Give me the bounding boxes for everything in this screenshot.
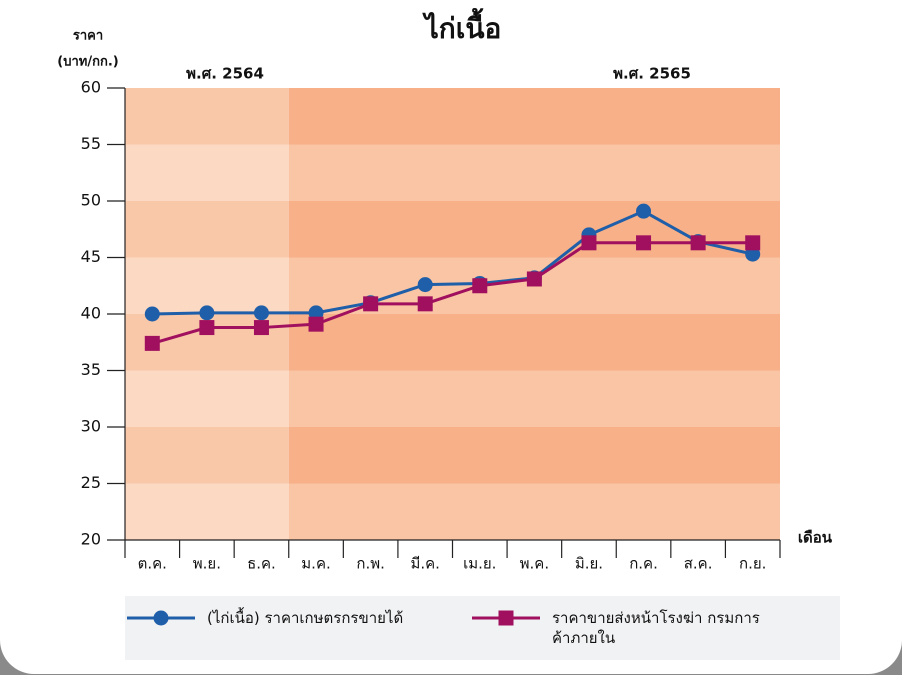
band-right xyxy=(288,427,780,484)
y-tick-label: 40 xyxy=(81,304,101,323)
point xyxy=(745,235,761,251)
x-tick-label: เม.ย. xyxy=(463,555,496,573)
point xyxy=(253,305,269,321)
y-tick-label: 50 xyxy=(81,191,101,210)
x-tick-label: ก.ค. xyxy=(629,555,658,573)
y-axis-label: ราคา xyxy=(73,29,103,44)
x-axis-label: เดือน xyxy=(798,529,833,547)
legend-marker xyxy=(153,610,169,626)
legend-swatch xyxy=(472,610,540,626)
band-left xyxy=(125,370,289,427)
x-tick-label: ต.ค. xyxy=(138,555,167,573)
x-tick-label: ส.ค. xyxy=(684,555,713,573)
x-tick-label: มิ.ย. xyxy=(575,555,603,573)
y-tick-label: 45 xyxy=(81,247,101,266)
point xyxy=(199,305,215,321)
point xyxy=(308,316,324,332)
band-left xyxy=(125,257,289,314)
legend: (ไก่เนื้อ) ราคาเกษตรกรขายได้ ราคาขายส่งห… xyxy=(125,596,840,660)
band-left xyxy=(125,88,289,145)
legend-entry: ราคาขายส่งหน้าโรงฆ่า กรมการค้าภายใน xyxy=(470,608,767,648)
y-tick-label: 35 xyxy=(81,360,101,379)
band-left xyxy=(125,201,289,258)
point xyxy=(199,320,215,336)
y-tick-label: 55 xyxy=(81,134,101,153)
point xyxy=(144,306,160,322)
x-tick-label: พ.ค. xyxy=(520,555,549,573)
band-right xyxy=(288,370,780,427)
x-tick-label: มี.ค. xyxy=(410,555,439,573)
band-right xyxy=(288,201,780,258)
point xyxy=(526,271,542,287)
point xyxy=(308,305,324,321)
y-tick-label: 20 xyxy=(81,530,101,549)
point xyxy=(636,203,652,219)
x-tick-label: ก.พ. xyxy=(356,555,385,573)
point xyxy=(581,235,597,251)
band-left xyxy=(125,427,289,484)
legend-swatch xyxy=(127,610,195,626)
x-tick-label: ก.ย. xyxy=(739,555,766,573)
y-axis-label: (บาท/กก.) xyxy=(57,55,118,70)
band-right xyxy=(288,88,780,145)
point xyxy=(690,235,706,251)
point xyxy=(417,277,433,293)
series-line xyxy=(152,209,754,316)
point xyxy=(636,235,652,251)
annotation: พ.ศ. 2564 xyxy=(186,65,264,83)
y-tick-label: 60 xyxy=(81,78,101,97)
y-tick-label: 30 xyxy=(81,417,101,436)
series-line xyxy=(151,241,753,345)
band-right xyxy=(288,144,780,201)
legend-entry: (ไก่เนื้อ) ราคาเกษตรกรขายได้ xyxy=(125,608,403,628)
y-tick-label: 25 xyxy=(81,473,101,492)
band-right xyxy=(288,483,780,540)
point xyxy=(417,296,433,312)
chart-title: ไก่เนื้อ xyxy=(422,7,502,45)
x-tick-label: ม.ค. xyxy=(301,555,330,573)
band-left xyxy=(125,144,289,201)
legend-label: ราคาขายส่งหน้าโรงฆ่า กรมการค้าภายใน xyxy=(552,609,760,647)
annotation: พ.ศ. 2565 xyxy=(613,65,691,83)
point xyxy=(472,278,488,294)
point xyxy=(253,320,269,336)
point xyxy=(363,296,379,312)
band-right xyxy=(288,314,780,371)
point xyxy=(144,335,160,351)
band-left xyxy=(125,483,289,540)
legend-marker xyxy=(498,610,514,626)
point xyxy=(745,246,761,262)
legend-label: (ไก่เนื้อ) ราคาเกษตรกรขายได้ xyxy=(207,609,404,627)
x-tick-label: พ.ย. xyxy=(193,555,221,573)
x-tick-label: ธ.ค. xyxy=(247,555,276,573)
